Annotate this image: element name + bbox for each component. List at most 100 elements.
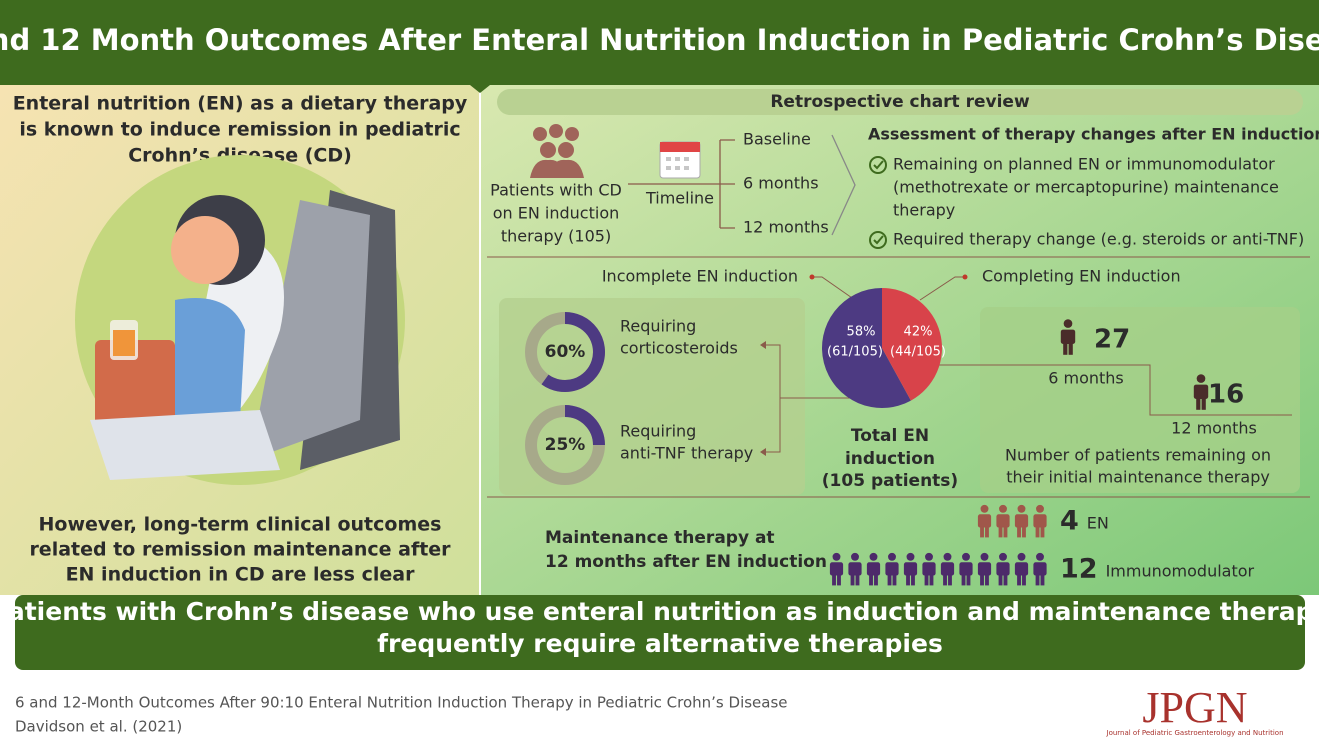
person-leg: [1022, 574, 1026, 586]
person-icon: [922, 552, 936, 586]
intro-line: is known to induce remission in pediatri…: [19, 119, 460, 141]
person-icon: [959, 552, 973, 586]
pie-label: 58%: [847, 325, 876, 340]
person-leg: [832, 574, 836, 586]
person-leg: [1003, 526, 1008, 538]
person-body: [866, 562, 881, 576]
group-label: Immunomodulator: [1106, 562, 1255, 581]
person-head: [999, 552, 1007, 561]
person-leg: [1017, 526, 1021, 538]
step-line: [935, 364, 1292, 416]
person-leg: [1003, 574, 1008, 586]
person-leg: [998, 574, 1003, 586]
person-leg: [966, 574, 971, 586]
review-title: Retrospective chart review: [770, 92, 1030, 112]
person-leg: [1068, 342, 1073, 355]
assessment-line: Remaining on planned EN or immunomodulat…: [893, 155, 1275, 174]
person-icon: [1014, 552, 1029, 586]
pie-label: 42%: [904, 325, 933, 340]
person-leg: [1017, 574, 1021, 586]
conclusion: However, long-term clinical outcomes rel…: [29, 514, 451, 586]
person-body: [903, 562, 918, 576]
person-head: [1036, 504, 1044, 513]
donut-label: 25%: [545, 435, 586, 455]
person-body: [1014, 514, 1029, 528]
person-leg: [980, 526, 984, 538]
person-leg: [869, 574, 873, 586]
pie-count: (61/105): [827, 345, 883, 360]
assessment-line: Required therapy change (e.g. steroids o…: [893, 230, 1304, 249]
person-leg: [1022, 526, 1026, 538]
intro-line: Enteral nutrition (EN) as a dietary ther…: [13, 93, 468, 115]
timepoint: Baseline: [743, 130, 811, 149]
person-head: [888, 552, 896, 561]
person-body: [996, 514, 1010, 528]
assessment-items: Remaining on planned EN or immunomodulat…: [893, 155, 1304, 249]
remaining: 27 16: [1060, 319, 1244, 410]
donut-arc: [541, 312, 605, 392]
connector-dot: [809, 274, 815, 280]
conclusion-line: However, long-term clinical outcomes: [39, 514, 442, 536]
pie-caption-line: (105 patients): [822, 471, 958, 491]
person-leg: [985, 526, 989, 538]
connector-dot: [962, 274, 968, 280]
pie-caption-line: Total EN: [851, 426, 929, 446]
person-body: [848, 562, 862, 576]
person-leg: [1040, 526, 1045, 538]
timeline-label: Timeline: [645, 189, 714, 208]
person-leg: [980, 574, 984, 586]
person-head: [869, 552, 878, 561]
illustration: [75, 155, 405, 485]
person-head: [1017, 504, 1026, 513]
person-body: [1033, 514, 1047, 528]
outcome-line: Requiring: [620, 422, 696, 441]
notch: [470, 85, 490, 93]
authors: Davidson et al. (2021): [15, 718, 182, 736]
person-body: [977, 562, 992, 576]
person-leg: [837, 574, 841, 586]
incomplete-label: Incomplete EN induction: [602, 267, 798, 286]
label-connectors: [812, 276, 965, 301]
person-leg: [892, 574, 897, 586]
timeline-lines: [628, 139, 735, 229]
person-body: [940, 562, 955, 576]
person-leg: [1196, 397, 1201, 410]
person-icon: [940, 552, 955, 586]
pie-caption: Total EN induction (105 patients): [822, 426, 958, 491]
person-leg: [874, 574, 878, 586]
complete-label: Completing EN induction: [982, 267, 1181, 286]
review-pill: [497, 89, 1303, 115]
maintenance-title: Maintenance therapy at: [545, 528, 775, 548]
logo: JPGN: [1142, 683, 1247, 732]
person-leg: [911, 574, 915, 586]
outcome-line: corticosteroids: [620, 339, 738, 358]
timepoint: 12 months: [743, 218, 829, 237]
person-leg: [924, 574, 929, 586]
period: 12 months: [1171, 419, 1257, 438]
donut-arc: [564, 405, 605, 446]
person-body: [1060, 329, 1076, 344]
remaining-caption: their initial maintenance therapy: [1006, 468, 1270, 487]
person-icon: [977, 552, 992, 586]
person-leg: [1035, 526, 1040, 538]
person-body: [1014, 562, 1029, 576]
remaining-box: [980, 307, 1300, 493]
person-icon: [829, 552, 844, 586]
check-icons: [869, 156, 887, 249]
patients-text: Patients with CD on EN induction therapy…: [490, 181, 622, 246]
title-bar: [0, 0, 1319, 85]
person-head: [1196, 374, 1206, 383]
pie: [822, 288, 943, 408]
person-icon: [977, 504, 992, 538]
person-body: [1193, 384, 1209, 399]
maintenance-groups: 4 EN 12 Immunomodulator: [829, 504, 1255, 586]
conclusion-line: EN induction in CD are less clear: [66, 564, 416, 586]
pie-caption-line: induction: [845, 449, 935, 469]
banner-line: frequently require alternative therapies: [377, 629, 943, 658]
person-leg: [1040, 574, 1045, 586]
outcome-texts: Requiring corticosteroids Requiring anti…: [620, 317, 753, 463]
person-icon: [996, 504, 1010, 538]
patients-line: Patients with CD: [490, 181, 622, 200]
title: 6 and 12 Month Outcomes After Enteral Nu…: [0, 23, 1319, 57]
donut-label: 60%: [545, 342, 586, 362]
